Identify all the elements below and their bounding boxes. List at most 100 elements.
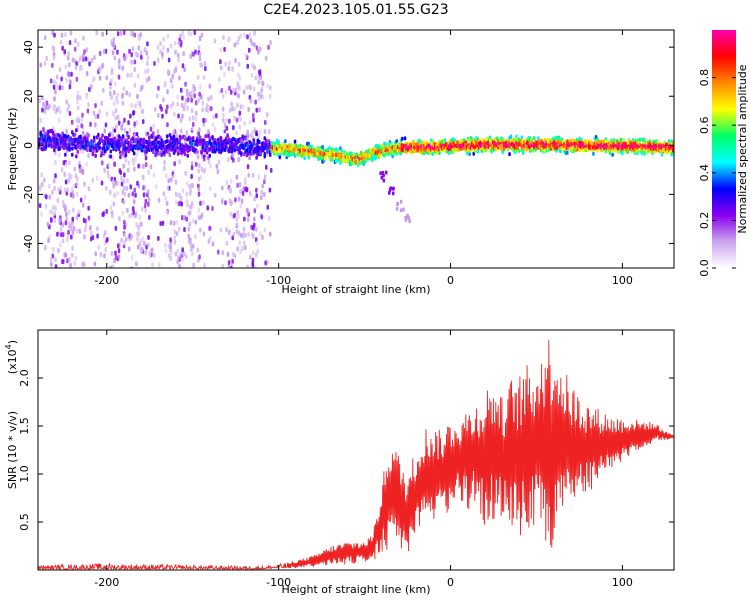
- heatmap-cell: [87, 102, 90, 108]
- heatmap-cell: [210, 95, 213, 100]
- heatmap-cell: [83, 181, 86, 187]
- heatmap-cell: [198, 254, 201, 260]
- heatmap-cell: [66, 107, 69, 113]
- heatmap-cell: [172, 134, 176, 139]
- heatmap-cell: [194, 100, 198, 106]
- heatmap-cell: [112, 201, 116, 207]
- snr-x-tick-label: 0: [447, 576, 454, 589]
- heatmap-cell: [144, 249, 147, 255]
- heatmap-cell: [90, 58, 94, 64]
- heatmap-cell: [189, 31, 193, 37]
- heatmap-cell: [41, 95, 44, 101]
- heatmap-cell: [221, 199, 224, 205]
- heatmap-cell: [241, 246, 244, 252]
- heatmap-cell: [244, 136, 247, 141]
- heatmap-cell: [98, 145, 101, 150]
- heatmap-cell: [245, 187, 249, 193]
- heatmap-cell: [133, 121, 136, 127]
- heatmap-cell: [107, 173, 110, 179]
- heatmap-cell: [61, 222, 65, 228]
- heatmap-cell: [77, 209, 81, 215]
- heatmap-cell: [194, 49, 197, 55]
- snr-x-tick-label: -100: [266, 576, 291, 589]
- heatmap-cell: [53, 32, 56, 38]
- heatmap-cell: [206, 205, 209, 211]
- heatmap-cell: [450, 144, 453, 149]
- heatmap-cell: [228, 60, 231, 66]
- heatmap-cell: [227, 230, 231, 236]
- heatmap-cell: [180, 201, 183, 207]
- heatmap-cell: [136, 236, 139, 242]
- heatmap-cell: [403, 136, 407, 141]
- heatmap-cell: [154, 152, 157, 158]
- heatmap-cell: [144, 207, 147, 213]
- heatmap-cell: [202, 231, 206, 237]
- heatmap-cell: [189, 204, 192, 210]
- heatmap-cell: [148, 215, 151, 220]
- heatmap-cell: [182, 215, 186, 221]
- heatmap-cell: [196, 150, 199, 154]
- heatmap-cell: [612, 138, 616, 143]
- heatmap-cell: [84, 218, 87, 224]
- heatmap-cell: [266, 112, 269, 118]
- heatmap-cell: [187, 210, 191, 216]
- heatmap-cell: [214, 192, 217, 198]
- heatmap-cell: [85, 47, 88, 53]
- heatmap-cell: [57, 105, 60, 111]
- heatmap-cell: [175, 231, 179, 237]
- heatmap-cell: [169, 244, 172, 250]
- heatmap-cell: [232, 125, 235, 131]
- heatmap-cell: [267, 129, 271, 135]
- heatmap-cell: [165, 139, 169, 144]
- heatmap-cell: [233, 106, 236, 112]
- heatmap-cell: [236, 84, 240, 90]
- heatmap-cell: [64, 162, 68, 168]
- heatmap-cell: [383, 141, 386, 146]
- heatmap-cell: [50, 256, 53, 262]
- heatmap-cell: [148, 135, 151, 140]
- heatmap-cell: [111, 213, 114, 219]
- heatmap-cell: [163, 150, 166, 155]
- heatmap-cell: [152, 150, 155, 155]
- heatmap-cell: [168, 253, 171, 259]
- colorbar-tick-label: 0.2: [698, 212, 711, 230]
- heatmap-cell: [201, 107, 204, 113]
- heatmap-cell: [127, 267, 129, 268]
- heatmap-cell: [198, 135, 202, 140]
- heatmap-cell: [78, 168, 82, 173]
- heatmap-cell: [135, 152, 139, 157]
- heatmap-cell: [127, 160, 131, 166]
- heatmap-cell: [134, 103, 137, 109]
- heatmap-cell: [183, 152, 187, 157]
- heatmap-cell: [380, 175, 384, 180]
- heatmap-cell: [184, 170, 187, 176]
- heatmap-cell: [130, 255, 134, 260]
- heatmap-cell: [151, 262, 154, 268]
- heatmap-cell: [245, 148, 249, 153]
- heatmap-cell: [123, 143, 126, 148]
- heatmap-cell: [231, 258, 234, 264]
- heatmap-cell: [122, 178, 126, 184]
- heatmap-cell: [248, 156, 251, 161]
- heatmap-cell: [187, 226, 191, 232]
- heatmap-cell: [259, 231, 262, 237]
- heatmap-cell: [180, 195, 183, 201]
- heatmap-cell: [122, 163, 125, 169]
- snr-frame: [37, 329, 675, 571]
- heatmap-cell: [251, 250, 255, 256]
- heatmap-cell: [125, 90, 128, 96]
- colorbar-ticks: 0.0 0.2 0.4 0.6 0.8: [698, 69, 736, 277]
- heatmap-cell: [121, 92, 124, 98]
- heatmap-cell: [251, 257, 255, 263]
- heatmap-cell: [94, 103, 97, 109]
- heatmap-cell: [244, 245, 247, 251]
- heatmap-x-axis-title: Height of straight line (km): [281, 283, 430, 296]
- heatmap-cell: [50, 217, 53, 223]
- heatmap-cell: [194, 219, 197, 225]
- heatmap-cell: [221, 106, 225, 112]
- heatmap-cell: [255, 132, 258, 137]
- snr-y-axis-title: SNR (10 * v/v): [6, 411, 19, 489]
- heatmap-cell: [94, 251, 97, 257]
- heatmap-cell: [231, 106, 234, 112]
- heatmap-cell: [401, 136, 404, 141]
